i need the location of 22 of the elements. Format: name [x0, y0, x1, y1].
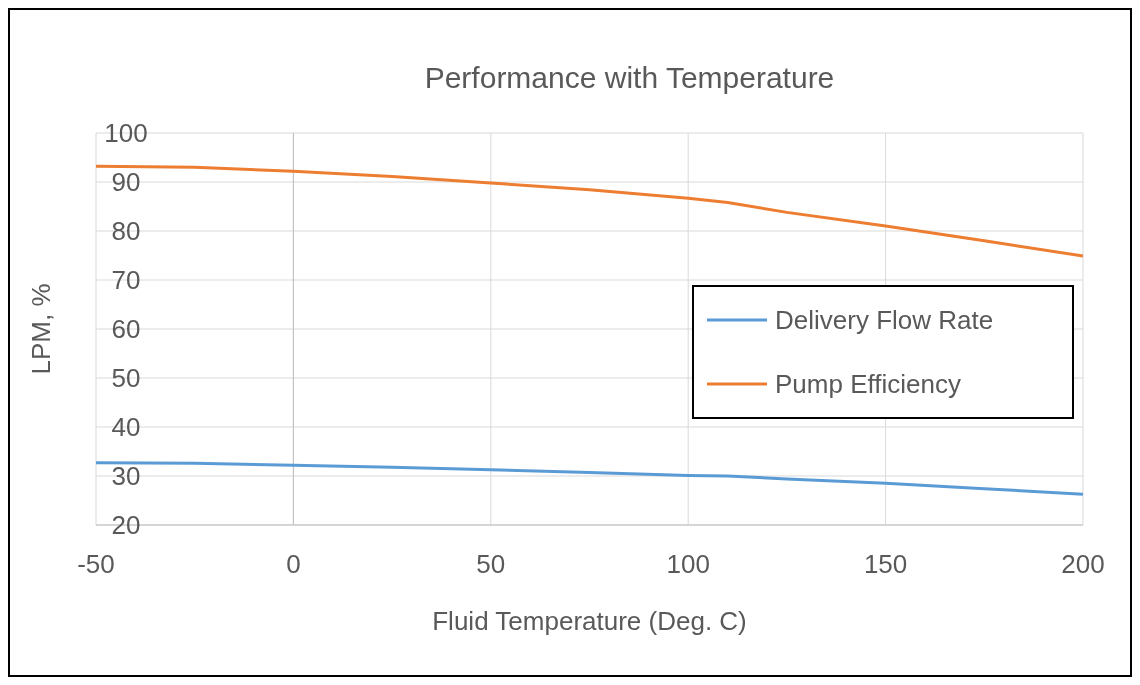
y-tick-label: 30 — [111, 461, 141, 492]
x-tick-label: 100 — [666, 549, 710, 579]
y-tick-label: 90 — [111, 167, 141, 198]
y-tick-label: 40 — [111, 412, 141, 443]
line-series — [94, 461, 1085, 496]
x-tick-label: 150 — [863, 549, 908, 579]
y-tick-label: 80 — [111, 216, 141, 247]
x-axis-title: Fluid Temperature (Deg. C) — [432, 606, 747, 636]
y-tick-label: 100 — [104, 118, 148, 149]
chart-title: Performance with Temperature — [424, 61, 835, 94]
y-tick-label: 50 — [111, 363, 141, 394]
legend-label: Pump Efficiency — [775, 369, 961, 400]
x-tick-label: 50 — [476, 549, 506, 579]
x-tick-label: 0 — [286, 549, 301, 579]
legend-label: Delivery Flow Rate — [775, 305, 994, 336]
y-axis-title: LPM, % — [26, 283, 56, 375]
y-tick-label: 20 — [111, 510, 141, 541]
y-tick-label: 70 — [111, 265, 141, 296]
x-tick-label: -50 — [77, 549, 115, 579]
line-series — [94, 164, 1085, 258]
x-tick-label: 200 — [1061, 549, 1105, 579]
y-tick-label: 60 — [111, 314, 141, 345]
